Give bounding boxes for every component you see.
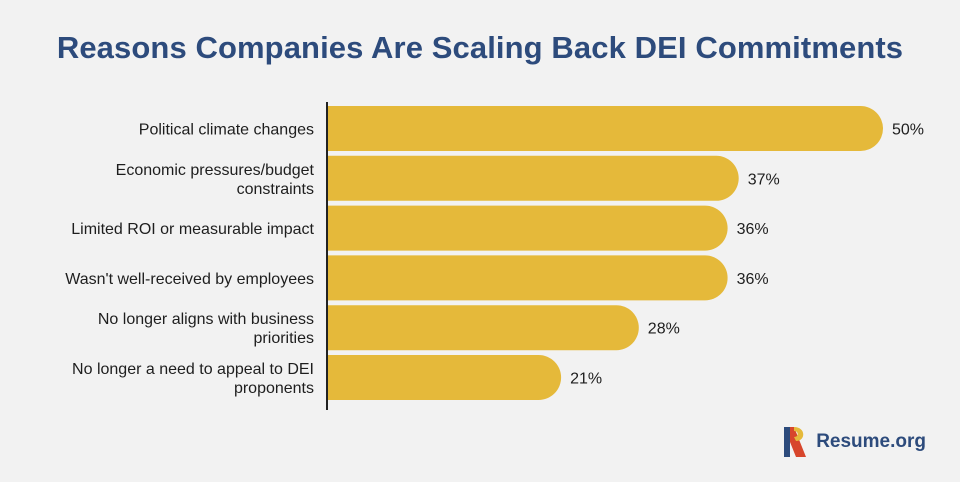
category-label-line: priorities [254, 330, 314, 347]
category-label-line: Political climate changes [139, 122, 314, 139]
value-labels-group: 50% 37% 36% 36% 28% 21% [570, 122, 924, 388]
value-label: 37% [748, 171, 780, 188]
category-label: Economic pressures/budget constraints [116, 162, 315, 198]
bar [328, 255, 728, 301]
bar [328, 305, 639, 351]
category-label: Wasn't well-received by employees [65, 271, 314, 288]
chart-title: Reasons Companies Are Scaling Back DEI C… [56, 30, 904, 65]
category-label: Political climate changes [139, 122, 314, 139]
bar [328, 155, 739, 201]
value-label: 36% [737, 221, 769, 238]
value-label: 50% [892, 122, 924, 139]
category-label: No longer a need to appeal to DEI propone… [72, 361, 314, 397]
category-label: No longer aligns with business priorities [98, 311, 314, 347]
bar [328, 355, 562, 400]
category-label-line: No longer aligns with business [98, 311, 314, 328]
bar [328, 106, 883, 151]
value-label: 21% [570, 371, 602, 388]
category-label-line: No longer a need to appeal to DEI [72, 361, 314, 378]
resume-logo-icon [784, 427, 807, 457]
category-label: Limited ROI or measurable impact [71, 221, 314, 238]
category-label-line: constraints [237, 181, 314, 198]
value-label: 36% [737, 271, 769, 288]
category-label-line: Economic pressures/budget [116, 162, 315, 179]
bar [328, 205, 728, 251]
category-label-line: Wasn't well-received by employees [65, 271, 314, 288]
bars-group [328, 106, 883, 400]
value-label: 28% [648, 321, 680, 338]
category-labels-group: Political climate changes Economic pressu… [65, 122, 314, 398]
brand-logo: Resume.org [782, 425, 926, 459]
brand-name: Resume.org [816, 431, 926, 452]
category-label-line: proponents [234, 380, 314, 397]
category-label-line: Limited ROI or measurable impact [71, 221, 314, 238]
